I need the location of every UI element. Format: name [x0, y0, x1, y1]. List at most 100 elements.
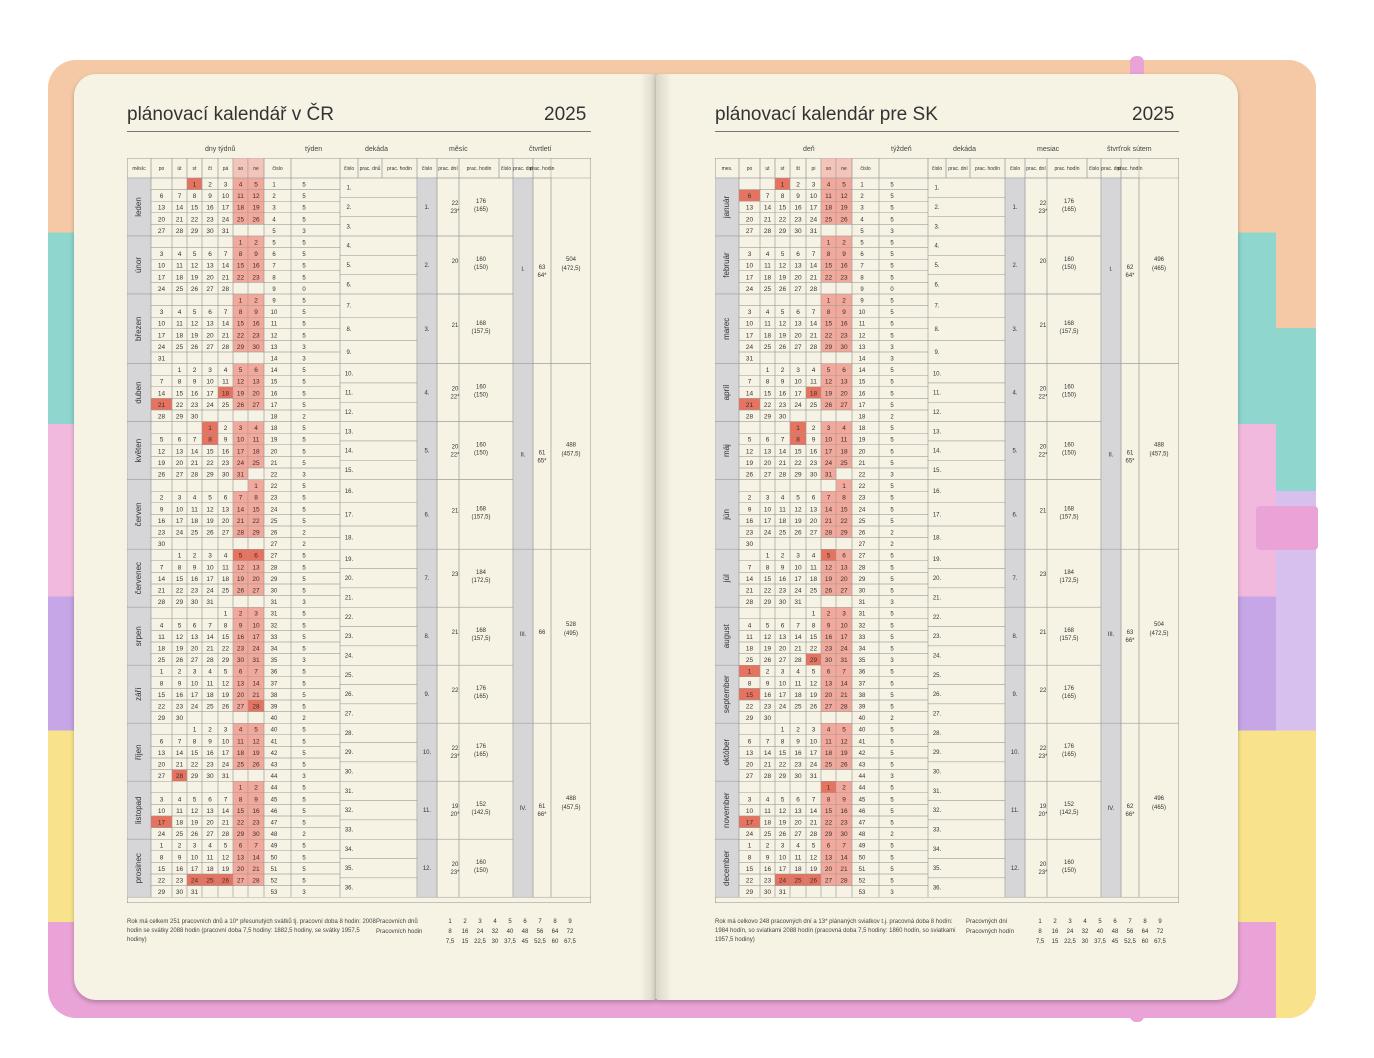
day-number: 1	[239, 785, 243, 792]
decade-number: 13.	[345, 429, 354, 435]
week-cell	[851, 711, 880, 724]
week-number: 43	[859, 763, 866, 769]
day-cell	[247, 282, 265, 295]
month-label-cell	[715, 838, 740, 898]
day-number: 14	[746, 576, 754, 583]
month-number: 3.	[424, 327, 429, 333]
day-number: 14	[794, 634, 802, 641]
day-number: 28	[779, 472, 787, 479]
week-days: 5	[890, 821, 894, 827]
week-number: 20	[271, 449, 278, 455]
day-number: 14	[252, 854, 260, 861]
group-header: měsíc	[449, 146, 468, 153]
month-workdays: 21	[1040, 630, 1047, 636]
column-header: po	[747, 166, 753, 172]
month-workdays: 22	[1040, 746, 1047, 752]
week-number: 18	[859, 426, 866, 432]
day-number: 23	[222, 460, 230, 467]
week-cell	[290, 316, 341, 329]
column-header: číslo	[344, 166, 355, 172]
day-number: 4	[796, 669, 800, 676]
month-name: november	[722, 792, 731, 828]
day-number: 7	[178, 193, 182, 200]
week-cell	[263, 699, 292, 712]
day-number: 12	[158, 448, 166, 455]
stats-day: 2	[1053, 919, 1057, 925]
week-number: 2	[860, 194, 864, 200]
decade-number: 14.	[345, 449, 354, 455]
day-cell	[820, 282, 837, 295]
day-number: 6	[208, 309, 212, 316]
day-number: 6	[254, 553, 258, 560]
day-cell	[774, 351, 791, 364]
day-number: 19	[746, 460, 754, 467]
day-number: 23	[840, 274, 848, 281]
day-number: 2	[827, 611, 831, 618]
stats-hour-75: 60	[1142, 939, 1149, 945]
day-number: 15	[191, 205, 199, 212]
day-number: 5	[239, 553, 243, 560]
day-number: 25	[794, 878, 802, 885]
week-days: 5	[302, 821, 306, 827]
day-number: 26	[237, 402, 245, 409]
week-cell	[878, 665, 929, 678]
day-number: 7	[812, 251, 816, 258]
decade-number: 25.	[933, 673, 942, 679]
week-cell	[263, 723, 292, 736]
day-number: 10	[779, 680, 787, 687]
month-name: júl	[722, 574, 731, 583]
day-number: 14	[746, 390, 754, 397]
pen-loop[interactable]	[1256, 506, 1318, 550]
month-hours: 152	[476, 802, 487, 808]
quarter-workdays: 62	[1127, 265, 1134, 271]
day-number: 8	[827, 251, 831, 258]
day-number: 18	[237, 205, 245, 212]
day-number: 10	[825, 437, 833, 444]
day-number: 14	[206, 634, 214, 641]
week-number: 37	[859, 681, 866, 687]
day-number: 23	[764, 704, 772, 711]
day-number: 19	[252, 750, 260, 757]
month-hours: 160	[1064, 860, 1075, 866]
day-number: 23	[779, 588, 787, 595]
day-number: 22	[176, 588, 184, 595]
week-number: 23	[271, 496, 278, 502]
week-number: 39	[271, 705, 278, 711]
day-cell	[217, 351, 234, 364]
week-days: 5	[890, 589, 894, 595]
week-cell	[290, 653, 341, 666]
day-number: 21	[252, 692, 260, 699]
column-header: prac. hodin	[530, 166, 555, 172]
week-cell	[290, 305, 341, 318]
week-cell	[263, 433, 292, 446]
week-number: 48	[859, 832, 866, 838]
day-number: 19	[237, 576, 245, 583]
day-number: 27	[840, 588, 848, 595]
column-header: prac. hodín	[975, 166, 1000, 172]
day-number: 21	[764, 762, 772, 769]
quarter-number: IV.	[1108, 806, 1115, 812]
quarter-number: II.	[520, 452, 525, 458]
day-cell	[201, 885, 219, 898]
day-number: 28	[764, 773, 772, 780]
day-number: 6	[796, 796, 800, 803]
day-number: 14	[810, 321, 818, 328]
week-days: 5	[302, 507, 306, 513]
decade-number: 5.	[346, 263, 351, 269]
week-days: 5	[890, 554, 894, 560]
week-days: 3	[302, 774, 306, 780]
week-cell	[878, 433, 929, 446]
stats-day: 4	[493, 919, 497, 925]
decade-number: 2.	[346, 205, 351, 211]
column-header: ut	[765, 166, 770, 172]
stats-hour: 32	[1082, 929, 1089, 935]
day-number: 27	[252, 402, 260, 409]
week-cell	[290, 711, 341, 724]
day-number: 8	[208, 437, 212, 444]
week-cell	[290, 444, 341, 457]
week-days: 5	[302, 183, 306, 189]
day-number: 22	[222, 646, 230, 653]
week-days: 5	[302, 565, 306, 571]
week-cell	[290, 873, 341, 886]
week-days: 5	[302, 217, 306, 223]
